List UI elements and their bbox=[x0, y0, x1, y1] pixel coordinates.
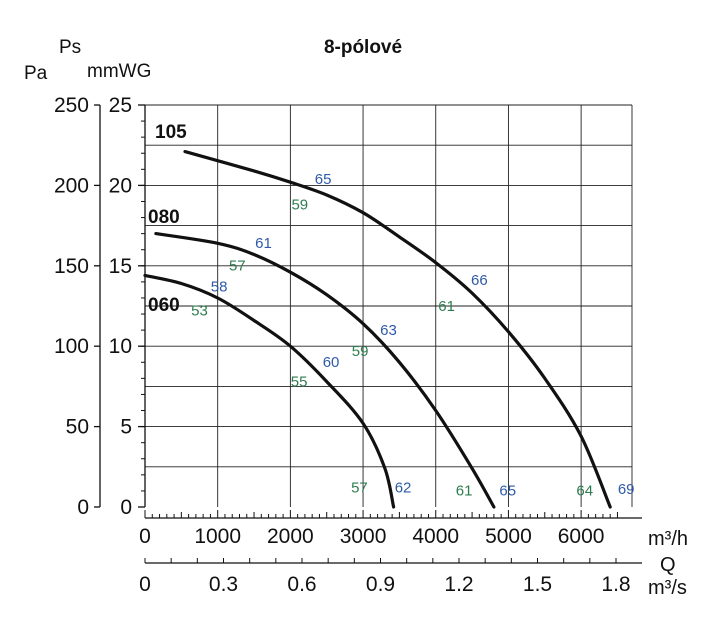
y-tick-label-mmwg: 20 bbox=[109, 174, 132, 197]
y-left-unit: Pa bbox=[24, 63, 48, 84]
series-label-080: 080 bbox=[148, 207, 180, 228]
x-unit-bottom: m³/s bbox=[648, 577, 687, 599]
y-tick-label-pa: 200 bbox=[54, 174, 89, 197]
x-tick-label-m3s: 0.9 bbox=[366, 573, 395, 596]
data-label: 58 bbox=[211, 279, 228, 296]
data-label: 60 bbox=[323, 354, 340, 371]
y-tick-label-pa: 250 bbox=[54, 94, 89, 117]
x-tick-label-m3s: 1.5 bbox=[523, 573, 552, 596]
x-tick-label-m3h: 3000 bbox=[340, 525, 387, 548]
y-tick-label-pa: 50 bbox=[66, 416, 89, 439]
y-tick-label-mmwg: 15 bbox=[109, 255, 132, 278]
data-label: 66 bbox=[471, 272, 488, 289]
data-label: 59 bbox=[291, 197, 308, 214]
data-label: 57 bbox=[351, 480, 368, 497]
axis-labels: 8-pólové Pa Ps mmWG m³/h Q m³/s bbox=[24, 37, 688, 599]
y-tick-label-mmwg: 10 bbox=[109, 335, 132, 358]
data-label: 65 bbox=[315, 171, 332, 188]
x-tick-label-m3s: 0.6 bbox=[287, 573, 316, 596]
x-tick-label-m3h: 6000 bbox=[558, 525, 605, 548]
x-tick-label-m3s: 1.8 bbox=[601, 573, 630, 596]
data-label: 61 bbox=[456, 483, 473, 500]
x-tick-label-m3s: 1.2 bbox=[444, 573, 473, 596]
y-right-unit: mmWG bbox=[87, 61, 151, 82]
data-label: 69 bbox=[618, 481, 635, 498]
grid bbox=[145, 104, 633, 507]
series-line-080 bbox=[154, 232, 496, 509]
series-group: 060 080 105 bbox=[143, 122, 612, 509]
x-unit-top: m³/h bbox=[648, 528, 688, 550]
y-tick-label-mmwg: 25 bbox=[109, 94, 132, 117]
y-tick-label-pa: 150 bbox=[54, 255, 89, 278]
x-tick-label-m3h: 0 bbox=[139, 525, 151, 548]
chart-title: 8-pólové bbox=[324, 37, 402, 58]
y-tick-label-mmwg: 5 bbox=[120, 416, 132, 439]
data-label: 59 bbox=[352, 343, 369, 360]
series-line-105 bbox=[183, 150, 612, 509]
data-label: 65 bbox=[499, 483, 516, 500]
x-tick-label-m3s: 0 bbox=[139, 573, 151, 596]
data-label: 63 bbox=[380, 322, 397, 339]
x-tick-label-m3h: 2000 bbox=[267, 525, 314, 548]
data-label: 61 bbox=[255, 235, 272, 252]
x-tick-label-m3h: 1000 bbox=[194, 525, 241, 548]
y-tick-label-mmwg: 0 bbox=[120, 496, 132, 519]
series-label-105: 105 bbox=[155, 122, 187, 143]
x-tick-label-m3h: 5000 bbox=[485, 525, 532, 548]
data-label: 53 bbox=[191, 303, 208, 320]
data-label: 57 bbox=[229, 258, 246, 275]
x-tick-label-m3h: 4000 bbox=[412, 525, 459, 548]
series-label-060: 060 bbox=[148, 295, 180, 316]
data-label: 61 bbox=[438, 298, 455, 315]
y-right-unit-top: Ps bbox=[59, 37, 81, 58]
series-line-060 bbox=[143, 273, 396, 509]
y-tick-label-pa: 0 bbox=[77, 496, 89, 519]
data-label: 62 bbox=[395, 480, 412, 497]
y-tick-label-pa: 100 bbox=[54, 335, 89, 358]
x-label: Q bbox=[660, 554, 676, 576]
data-label: 55 bbox=[291, 373, 308, 390]
x-tick-label-m3s: 0.3 bbox=[209, 573, 238, 596]
data-label: 64 bbox=[576, 483, 593, 500]
